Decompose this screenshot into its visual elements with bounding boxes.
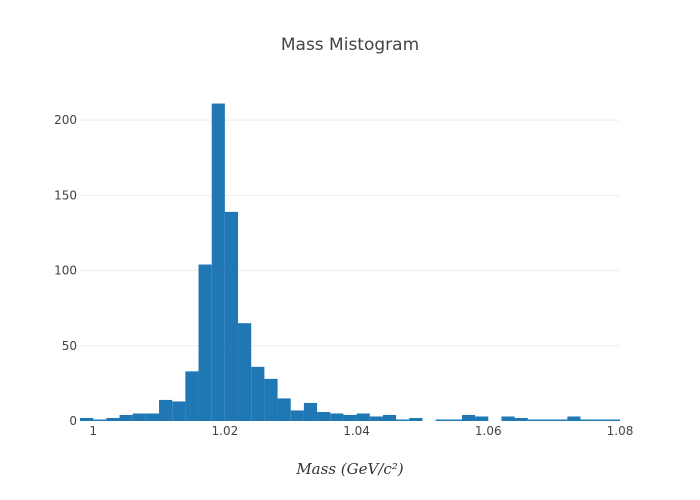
- histogram-bar: [303, 402, 318, 421]
- histogram-bar: [330, 413, 344, 421]
- histogram-bar: [224, 211, 239, 421]
- histogram-bar: [554, 419, 568, 421]
- histogram-bar: [198, 264, 212, 421]
- histogram-bar: [369, 416, 383, 421]
- y-axis-ticks: 0 50 100 150 200: [54, 113, 77, 428]
- x-tick-label: 1.06: [475, 424, 502, 438]
- bars: [80, 103, 620, 422]
- histogram-bar: [514, 417, 528, 421]
- histogram-bar: [606, 419, 620, 421]
- histogram-bar: [172, 401, 186, 421]
- histogram-bar: [317, 411, 331, 421]
- histogram-bar: [185, 371, 199, 421]
- y-tick-label: 100: [54, 264, 77, 278]
- x-tick-label: 1: [89, 424, 97, 438]
- histogram-bar: [145, 413, 160, 421]
- histogram-bar: [382, 414, 397, 421]
- x-axis-label: Mass (GeV/c²): [295, 460, 403, 478]
- histogram-bar: [119, 414, 133, 421]
- x-axis-ticks: 1 1.02 1.04 1.06 1.08: [89, 424, 633, 438]
- histogram-bar: [501, 416, 515, 421]
- histogram-bar: [106, 417, 120, 421]
- histogram-bar: [132, 413, 146, 421]
- histogram-bar: [540, 419, 555, 421]
- histogram-bar: [290, 410, 304, 421]
- y-tick-label: 200: [54, 113, 77, 127]
- x-tick-label: 1.04: [343, 424, 370, 438]
- histogram-bar: [396, 419, 410, 421]
- x-tick-label: 1.08: [607, 424, 634, 438]
- histogram-bar: [159, 399, 173, 421]
- y-tick-label: 50: [62, 339, 77, 353]
- histogram-bar: [527, 419, 541, 421]
- histogram-bar: [238, 323, 252, 421]
- histogram-bar: [80, 417, 94, 421]
- y-tick-label: 0: [69, 414, 77, 428]
- histogram-bar: [435, 419, 449, 421]
- histogram-bar: [593, 419, 607, 421]
- histogram-bar: [461, 414, 476, 421]
- histogram-bar: [567, 416, 581, 421]
- y-tick-label: 150: [54, 188, 77, 202]
- histogram-bar: [277, 398, 291, 421]
- gridlines: [80, 119, 620, 347]
- histogram-bar: [356, 413, 370, 421]
- histogram-bar: [264, 378, 278, 421]
- histogram-bar: [580, 419, 594, 421]
- histogram-bar: [93, 419, 107, 421]
- histogram-bar: [475, 416, 489, 421]
- histogram-bar: [448, 419, 462, 421]
- histogram-bar: [251, 366, 265, 421]
- histogram-bar: [343, 414, 357, 421]
- chart-title: Mass Mistogram: [281, 35, 419, 55]
- histogram-bar: [409, 417, 423, 421]
- histogram-bar: [211, 103, 225, 422]
- x-tick-label: 1.02: [212, 424, 239, 438]
